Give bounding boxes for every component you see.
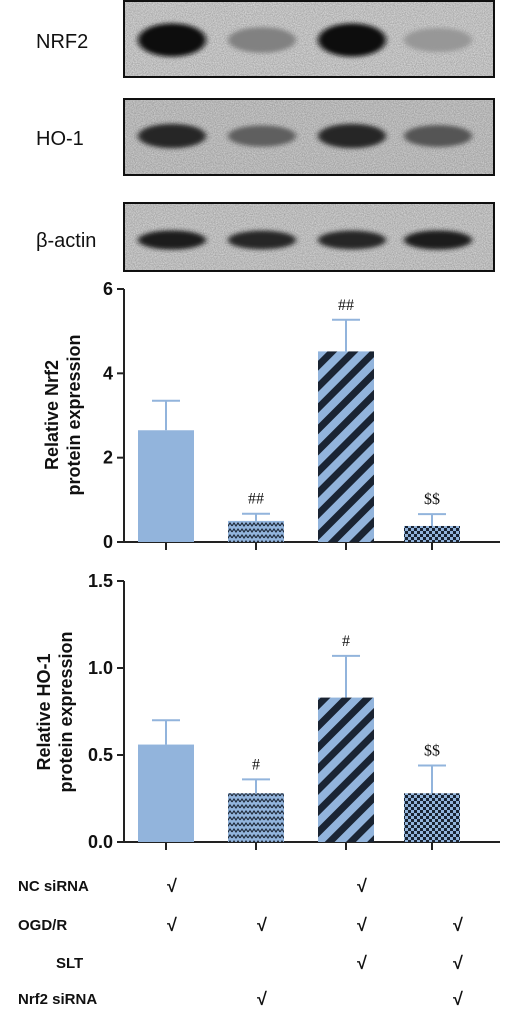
- blot-row-nrf2: NRF2: [36, 0, 495, 78]
- bar-0: [138, 744, 194, 842]
- y-tick-label: 6: [103, 279, 113, 299]
- bar-2: [318, 351, 374, 542]
- y-axis-title: protein expression: [64, 334, 84, 495]
- blot-band-2-2: [318, 230, 386, 250]
- bar-1: [228, 793, 284, 842]
- chart-ho1: 0.0 0.5 1.0 1.5 Relative HO-1 protein express…: [34, 571, 500, 852]
- treatment-row-label: OGD/R: [18, 917, 67, 934]
- blot-band-0-0: [138, 23, 206, 57]
- y-tick-label: 0.0: [88, 832, 113, 852]
- y-axis-title: Relative HO-1: [34, 653, 54, 770]
- blot-row-beta-actin: β-actin: [36, 202, 495, 272]
- bar-3: [404, 525, 460, 542]
- blot-band-2-0: [138, 230, 206, 250]
- y-tick-label: 2: [103, 448, 113, 468]
- y-axis-title: Relative Nrf2: [42, 360, 62, 470]
- treatment-check-mark: √: [453, 989, 463, 1009]
- significance-label: $$: [424, 742, 440, 759]
- blot-band-0-2: [318, 23, 386, 57]
- bar-3: [404, 793, 460, 842]
- y-tick-label: 1.0: [88, 658, 113, 678]
- treatment-check-mark: √: [167, 915, 177, 935]
- bar-2: [318, 697, 374, 842]
- treatment-table: NC siRNA √ √ OGD/R √ √ √ √ SLT √ √ Nrf2 siRNA √ √: [18, 876, 463, 1009]
- treatment-check-mark: √: [167, 876, 177, 896]
- significance-label: #: [342, 633, 350, 650]
- blot-band-0-3: [404, 27, 472, 53]
- blot-band-1-1: [228, 125, 296, 147]
- blot-band-1-0: [138, 123, 206, 149]
- significance-label: $$: [424, 491, 440, 508]
- treatment-check-mark: √: [357, 915, 367, 935]
- treatment-row-label: Nrf2 siRNA: [18, 991, 97, 1008]
- treatment-check-mark: √: [257, 989, 267, 1009]
- treatment-check-mark: √: [257, 915, 267, 935]
- significance-label: #: [252, 756, 260, 773]
- chart-nrf2: 0 2 4 6 Relative Nrf2 protein expression ## ## $…: [42, 279, 500, 552]
- blot-label-nrf2: NRF2: [36, 31, 88, 53]
- blot-band-2-1: [228, 230, 296, 250]
- y-tick-label: 4: [103, 363, 113, 383]
- blot-row-ho1: HO-1: [36, 98, 495, 176]
- significance-label: ##: [338, 297, 354, 314]
- significance-label: ##: [248, 491, 264, 508]
- treatment-check-mark: √: [357, 876, 367, 896]
- y-tick-label: 1.5: [88, 571, 113, 591]
- blot-band-2-3: [404, 230, 472, 250]
- treatment-row-label: SLT: [56, 955, 83, 972]
- treatment-check-mark: √: [357, 953, 367, 973]
- treatment-check-mark: √: [453, 915, 463, 935]
- blot-label-beta-actin: β-actin: [36, 230, 96, 252]
- treatment-check-mark: √: [453, 953, 463, 973]
- blot-band-1-2: [318, 123, 386, 149]
- y-axis-title: protein expression: [56, 631, 76, 792]
- y-tick-label: 0.5: [88, 745, 113, 765]
- bar-1: [228, 520, 284, 542]
- blot-band-1-3: [404, 125, 472, 147]
- y-tick-label: 0: [103, 532, 113, 552]
- western-blot-panel: NRF2 HO-1 β-actin: [36, 0, 495, 272]
- blot-label-ho1: HO-1: [36, 128, 84, 150]
- bar-0: [138, 430, 194, 542]
- treatment-row-label: NC siRNA: [18, 878, 89, 895]
- blot-band-0-1: [228, 27, 296, 53]
